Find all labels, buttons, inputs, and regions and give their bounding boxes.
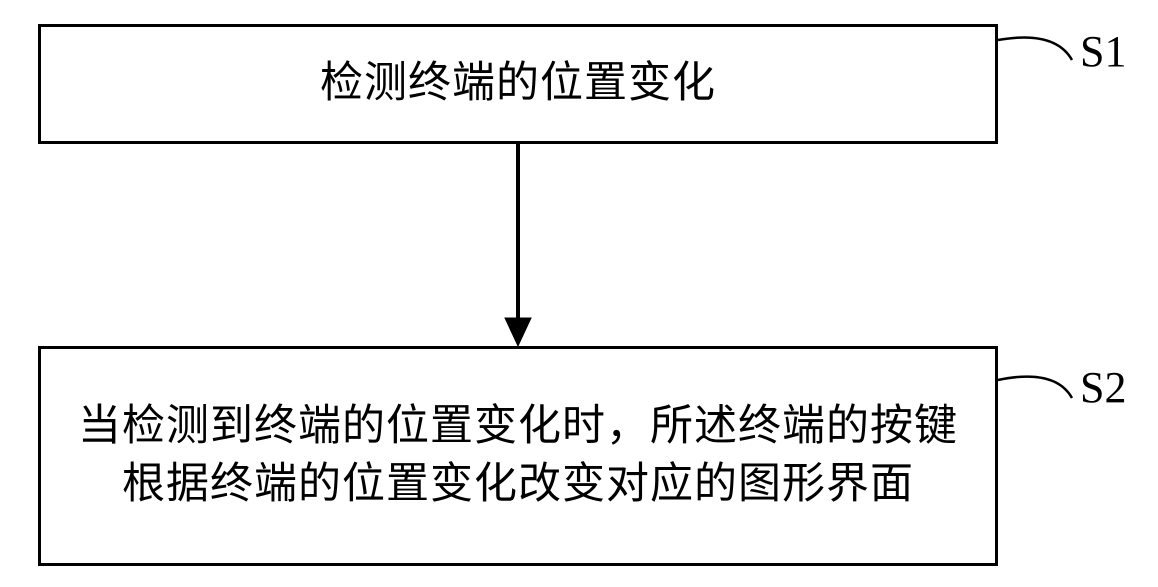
leader-s1	[998, 38, 1072, 61]
flow-step-s1-text: 检测终端的位置变化	[320, 55, 716, 113]
flow-step-s1: 检测终端的位置变化	[38, 24, 998, 144]
leader-s2	[998, 377, 1072, 398]
flow-step-s2-text: 当检测到终端的位置变化时，所述终端的按键根据终端的位置变化改变对应的图形界面	[61, 398, 975, 514]
step-label-s2: S2	[1080, 362, 1126, 413]
arrow-s1-s2-head	[505, 318, 531, 346]
flow-step-s2: 当检测到终端的位置变化时，所述终端的按键根据终端的位置变化改变对应的图形界面	[38, 346, 998, 566]
step-label-s1: S1	[1080, 26, 1126, 77]
